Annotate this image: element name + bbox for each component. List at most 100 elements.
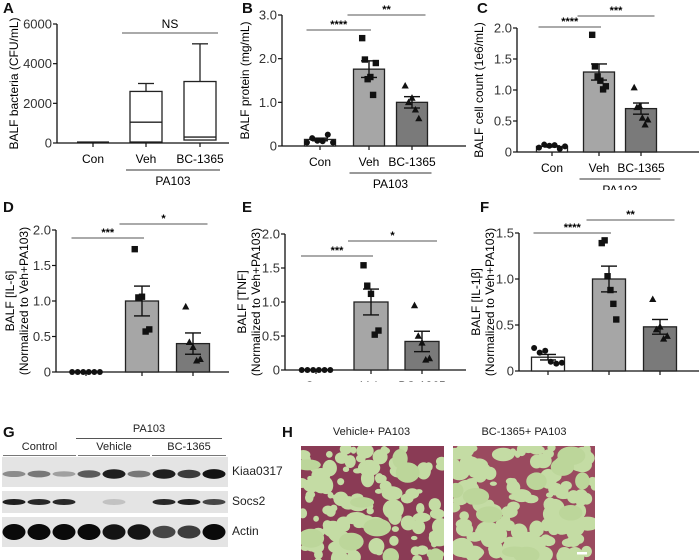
large-airspace (426, 549, 444, 560)
blot-band (52, 471, 76, 477)
significance-label: ** (382, 4, 391, 16)
significance-label: **** (330, 19, 348, 31)
alveolar-space (412, 554, 423, 560)
y-tick-label: 0 (507, 364, 514, 379)
blot-band (177, 525, 201, 539)
blot-band (152, 499, 176, 505)
y-tick-label: 0 (45, 136, 52, 151)
significance-label: *** (331, 245, 345, 257)
data-point-triangle (182, 302, 190, 310)
data-point-square (601, 237, 608, 244)
alveolar-space (567, 531, 575, 538)
large-airspace (453, 482, 464, 499)
alveolar-space (357, 459, 381, 476)
data-point-square (369, 91, 377, 99)
large-airspace (462, 487, 490, 505)
data-point-circle (542, 347, 549, 354)
significance-label: * (161, 213, 166, 225)
alveolar-space (514, 450, 521, 458)
blot-band (52, 524, 76, 540)
large-airspace (363, 518, 392, 537)
large-airspace (558, 505, 583, 521)
alveolar-space (431, 518, 444, 536)
alveolar-space (313, 468, 324, 476)
blot-row-label-socs2: Socs2 (232, 494, 266, 508)
alveolar-space (436, 509, 442, 515)
alveolar-space (523, 446, 534, 454)
x-tick-label-bc-1365: BC-1365 (398, 379, 446, 382)
data-point-circle (303, 139, 310, 146)
alveolar-space (558, 491, 571, 499)
data-point-square (142, 328, 149, 335)
blot-band (152, 469, 176, 479)
blot-row-label-actin: Actin (232, 524, 259, 538)
alveolar-space (389, 535, 399, 546)
alveolar-space (453, 459, 460, 467)
data-point-square (375, 327, 382, 334)
blot-band (177, 469, 201, 479)
data-point-triangle (641, 120, 649, 128)
chart-b-protein-bar: BALF protein (mg/mL) 0 1.0 2.0 3.0 Con Veh BC-1… (238, 4, 466, 190)
data-point-circle (91, 369, 98, 375)
scale-bar (577, 552, 587, 555)
panel-letter-h: H (282, 424, 293, 441)
lane-group-line (78, 455, 150, 456)
alveolar-space (301, 508, 308, 519)
data-point-triangle (638, 114, 646, 121)
alveolar-space (342, 466, 350, 473)
x-tick-label-veh: Veh (136, 152, 157, 166)
box-iqr (183, 80, 217, 141)
data-point-square (372, 59, 380, 67)
data-point-square (371, 331, 378, 338)
alveolar-space (380, 447, 391, 455)
data-point-circle (96, 369, 103, 375)
x-tick-label-bc-1365: BC-1365 (176, 152, 224, 166)
significance-label: **** (561, 16, 579, 28)
lane-group-line (152, 455, 226, 456)
blot-band (127, 470, 151, 478)
significance-label: *** (101, 227, 115, 239)
y-tick-label: 1.0 (494, 83, 512, 98)
alveolar-space (573, 489, 589, 506)
x-tick-label-bc-1365: BC-1365 (617, 161, 665, 175)
data-point-triangle (404, 98, 413, 106)
alveolar-space (547, 446, 556, 452)
alveolar-space (415, 502, 425, 514)
data-point-circle (85, 369, 92, 375)
blot-band (102, 469, 126, 479)
x-tick-label-con: Con (537, 380, 559, 382)
y-axis-label-secondary: (Normalized to Veh+PA103) (17, 227, 31, 375)
x-tick-label-veh: Veh (589, 161, 610, 175)
histology-image-vehicle (301, 446, 444, 560)
alveolar-space (424, 462, 433, 472)
large-airspace (382, 548, 400, 560)
blot-band (77, 470, 101, 478)
chart-c-cellcount-bar: BALF cell count (1e6/mL) 0 0.5 1.0 1.5 2.0 Con… (472, 5, 699, 190)
histology-image-bc1365 (453, 446, 595, 560)
alveolar-space (382, 499, 404, 520)
x-tick-label-bc-1365: BC-1365 (169, 381, 217, 382)
y-axis-label: BALF [IL-1β] (469, 268, 483, 336)
alveolar-space (561, 538, 576, 547)
y-axis-label: BALF cell count (1e6/mL) (472, 22, 486, 157)
blot-band (2, 499, 26, 505)
bar-bc-1365 (624, 83, 658, 153)
data-point-circle (558, 359, 565, 366)
alveolar-space (301, 450, 311, 460)
y-axis-label-secondary: (Normalized to Veh+PA103) (249, 228, 263, 376)
alveolar-space (405, 488, 420, 499)
data-point-triangle (652, 325, 660, 333)
alveolar-space (327, 491, 334, 499)
alveolar-space (336, 516, 351, 528)
blot-band (102, 524, 126, 540)
alveolar-space (325, 506, 336, 517)
bar-con (298, 367, 334, 373)
data-point-square (146, 326, 153, 333)
data-point-circle (324, 131, 331, 138)
y-tick-label: 0 (270, 139, 277, 154)
alveolar-space (342, 447, 348, 453)
data-point-triangle (649, 295, 657, 303)
y-axis-label-secondary: (Normalized to Veh+PA103) (483, 228, 497, 376)
x-tick-label-con: Con (82, 152, 104, 166)
data-point-triangle (660, 335, 668, 342)
